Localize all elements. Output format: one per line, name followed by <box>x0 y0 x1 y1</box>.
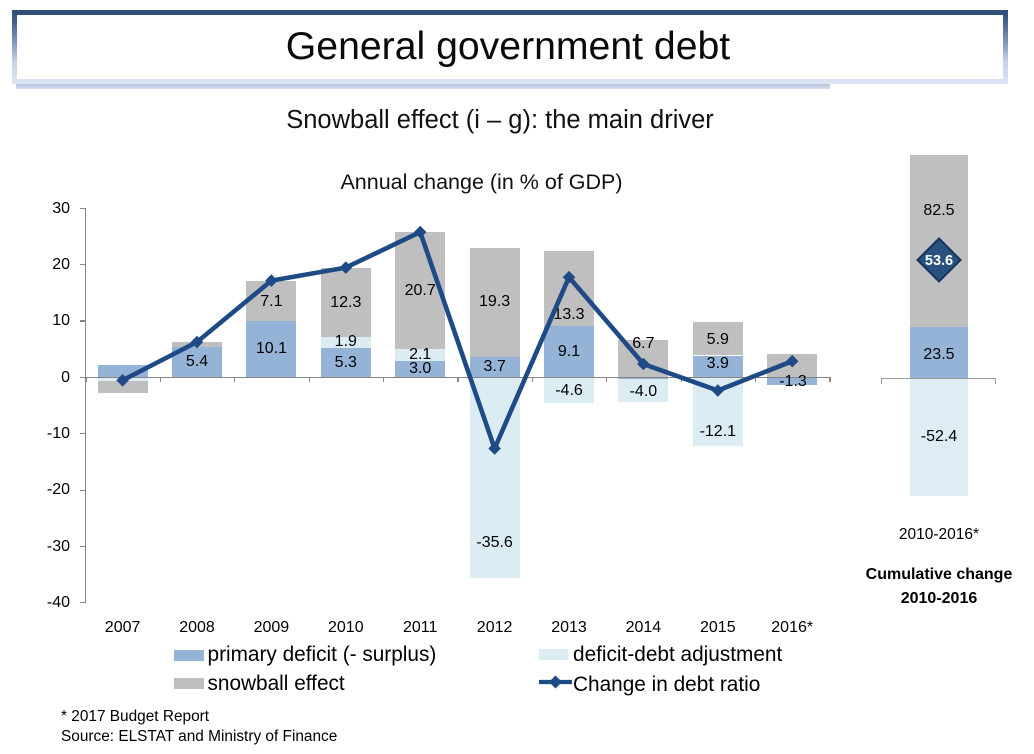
svg-text:53.6: 53.6 <box>924 253 952 269</box>
